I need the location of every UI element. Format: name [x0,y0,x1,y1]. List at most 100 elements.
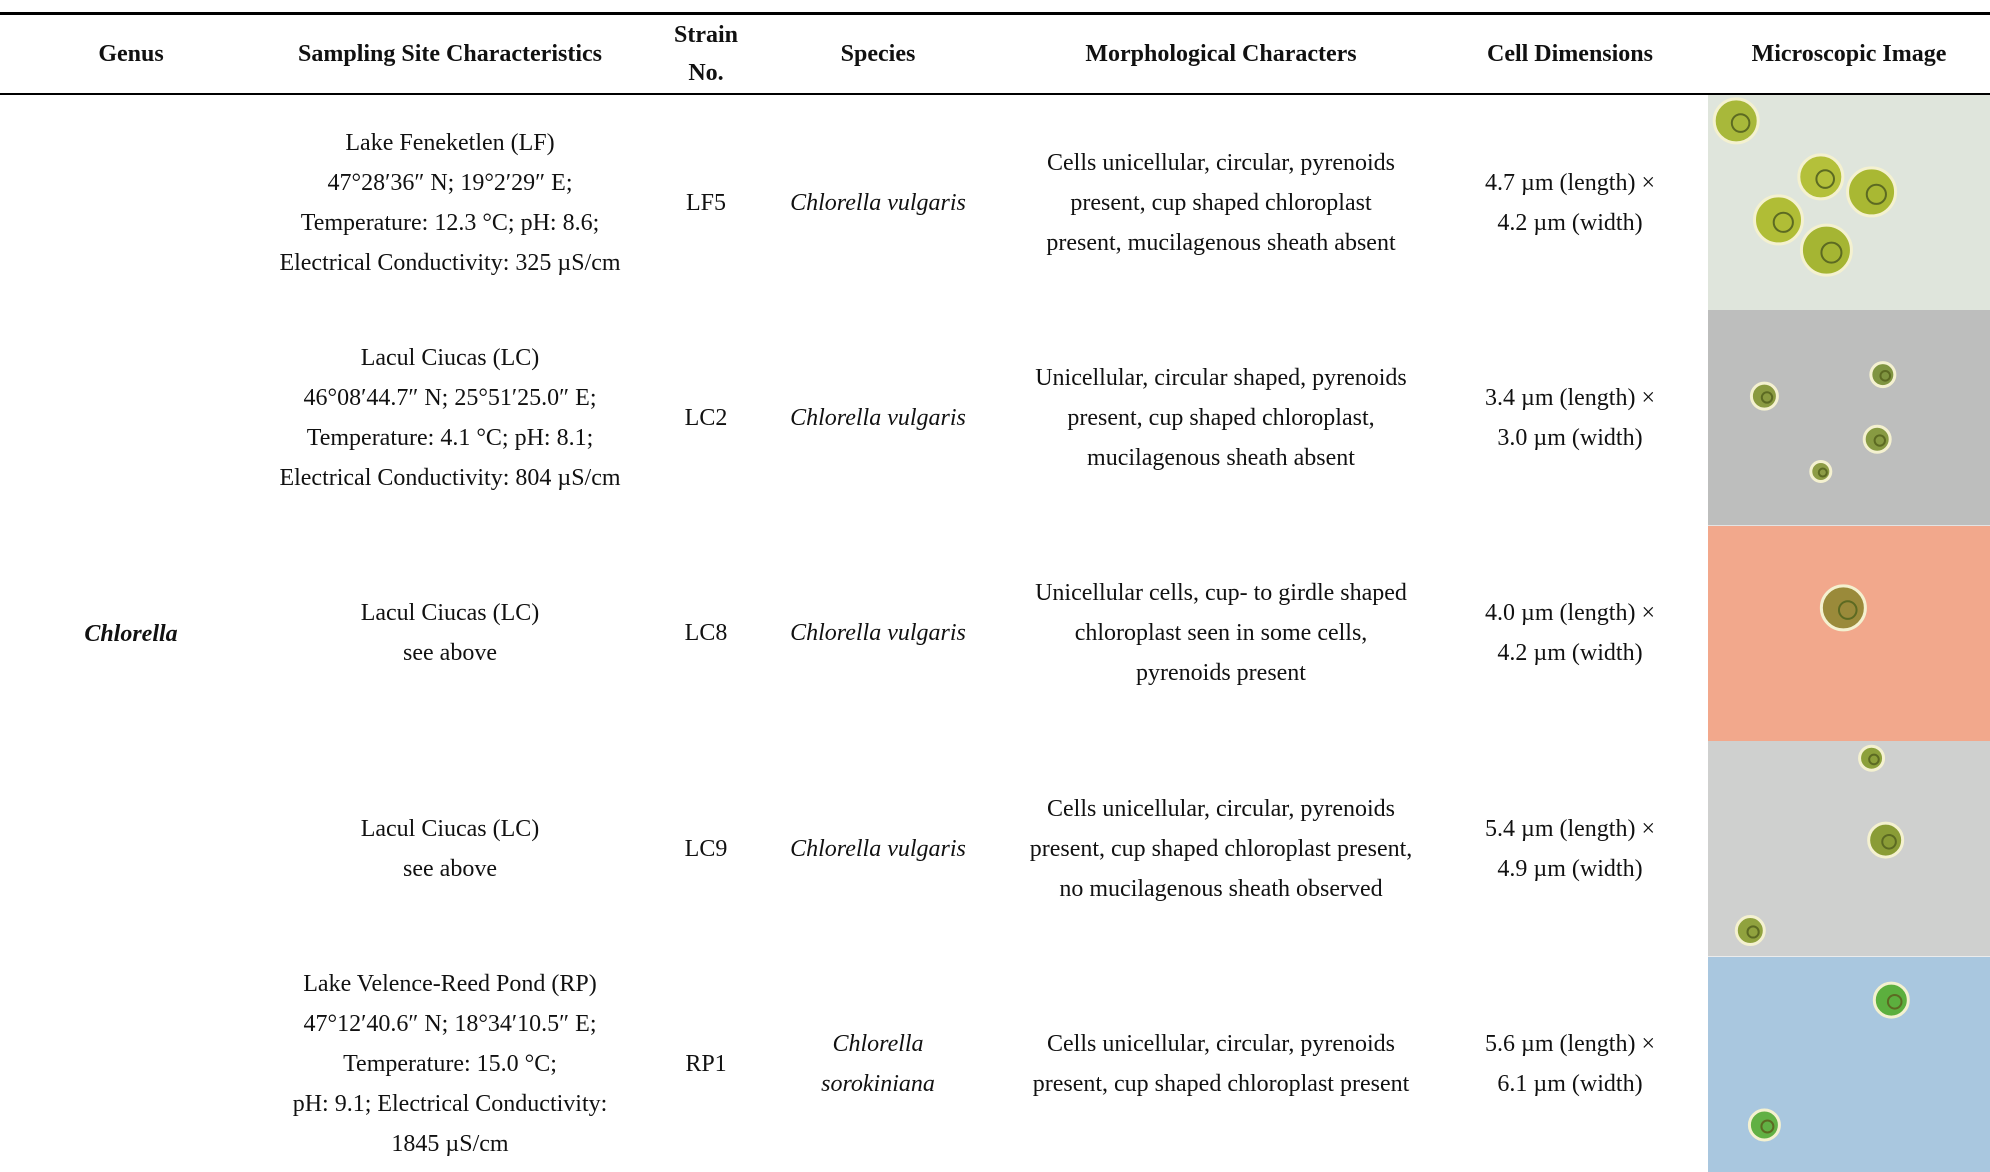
species-line: Chlorella vulgaris [790,835,966,862]
site: Lacul Ciucas (LC) see above [250,741,650,956]
morphology-line: Cells unicellular, circular, pyrenoids [1047,1031,1395,1058]
morphology-line: present, cup shaped chloroplast present [1032,1071,1410,1098]
site-line: Lake Velence-Reed Pond (RP) [303,971,597,998]
species-line: Chlorella [832,1031,924,1058]
morphology-line: Cells unicellular, circular, pyrenoids [1047,149,1395,176]
site-line: Temperature: 4.1 °C; pH: 8.1; [306,425,594,452]
dimensions: 4.7 µm (length) × 4.2 µm (width) [1455,95,1685,310]
morphology-line: no mucilagenous sheath observed [1059,875,1383,902]
dimensions: 5.6 µm (length) × 6.1 µm (width) [1455,957,1685,1172]
column-header-line: Sampling Site Characteristics [298,41,602,67]
morphology-line: Unicellular cells, cup- to girdle shaped [1035,580,1407,607]
dimensions-line: 4.0 µm (length) × [1484,600,1655,627]
site: Lacul Ciucas (LC) see above [250,526,650,741]
species-line: sorokiniana [821,1071,935,1098]
morphology-line: present, cup shaped chloroplast, [1067,405,1375,432]
site-line: Electrical Conductivity: 804 µS/cm [279,465,621,492]
column-header: Genus [11,15,251,93]
site: Lake Feneketlen (LF) 47°28′36″ N; 19°2′29… [250,95,650,310]
species-line: Chlorella vulgaris [790,189,966,216]
column-header: Morphological Characters [1001,15,1441,93]
strain-line: LC9 [684,835,728,862]
species: Chlorella vulgaris [778,95,978,310]
site-line: 1845 µS/cm [391,1131,509,1158]
species-line: Chlorella vulgaris [790,620,966,647]
column-header: Species [778,15,978,93]
strain: LC2 [651,310,761,525]
site-line: Lake Feneketlen (LF) [345,129,555,156]
morphology: Unicellular cells, cup- to girdle shaped… [1001,526,1441,741]
dimensions-line: 5.6 µm (length) × [1484,1031,1655,1058]
site-line: Temperature: 12.3 °C; pH: 8.6; [300,209,600,236]
morphology-line: present, cup shaped chloroplast [1070,189,1372,216]
morphology-line: present, cup shaped chloroplast present, [1029,835,1413,862]
site-line: Lacul Ciucas (LC) [360,815,540,842]
site-line: Lacul Ciucas (LC) [360,600,540,627]
microscopic-image [1708,956,1990,1172]
top-rule [0,12,1990,15]
site-line: Lacul Ciucas (LC) [360,345,540,372]
site-line: see above [403,640,497,667]
site-line: 47°28′36″ N; 19°2′29″ E; [327,169,573,196]
species: Chlorella sorokiniana [778,957,978,1172]
dimensions: 4.0 µm (length) × 4.2 µm (width) [1455,526,1685,741]
site: Lacul Ciucas (LC) 46°08′44.7″ N; 25°51′25… [250,310,650,525]
morphology: Unicellular, circular shaped, pyrenoids p… [1001,310,1441,525]
dimensions-line: 4.2 µm (width) [1497,640,1643,667]
morphology: Cells unicellular, circular, pyrenoids pr… [1001,741,1441,956]
strain: RP1 [651,957,761,1172]
site-line: Electrical Conductivity: 325 µS/cm [279,249,621,276]
column-header: Cell Dimensions [1455,15,1685,93]
morphology-line: pyrenoids present [1136,660,1306,687]
strain: LC9 [651,741,761,956]
column-header-line: Microscopic Image [1751,41,1947,67]
dimensions-line: 4.9 µm (width) [1497,855,1643,882]
microscopic-image [1708,310,1990,526]
morphology-line: mucilagenous sheath absent [1087,445,1355,472]
species: Chlorella vulgaris [778,741,978,956]
strain-line: LF5 [685,189,726,216]
genus: Chlorella [84,620,178,647]
strain: LC8 [651,526,761,741]
site-line: Temperature: 15.0 °C; [343,1051,557,1078]
column-header-line: Cell Dimensions [1486,41,1653,67]
dimensions: 5.4 µm (length) × 4.9 µm (width) [1455,741,1685,956]
site-line: 46°08′44.7″ N; 25°51′25.0″ E; [303,385,597,412]
dimensions: 3.4 µm (length) × 3.0 µm (width) [1455,310,1685,525]
column-header-line: Genus [98,41,164,67]
dimensions-line: 4.2 µm (width) [1497,209,1643,236]
strain-line: RP1 [685,1051,727,1078]
strain-line: LC2 [684,405,728,432]
dimensions-line: 6.1 µm (width) [1497,1071,1643,1098]
species: Chlorella vulgaris [778,526,978,741]
site-line: see above [403,855,497,882]
column-header-line: Species [840,41,916,67]
column-header: Microscopic Image [1708,15,1990,93]
site-line: pH: 9.1; Electrical Conductivity: [292,1091,608,1118]
column-header: Strain No. [651,15,761,93]
column-header-line: No. [688,60,724,86]
dimensions-line: 3.4 µm (length) × [1484,385,1655,412]
header-rule [0,93,1990,95]
species-line: Chlorella vulgaris [790,405,966,432]
morphology-line: Unicellular, circular shaped, pyrenoids [1035,365,1407,392]
column-header-line: Strain [673,22,738,48]
morphology-line: Cells unicellular, circular, pyrenoids [1047,795,1395,822]
column-header-line: Morphological Characters [1085,41,1357,67]
strain-line: LC8 [684,620,728,647]
morphology: Cells unicellular, circular, pyrenoids pr… [1001,95,1441,310]
column-header: Sampling Site Characteristics [250,15,650,93]
site: Lake Velence-Reed Pond (RP) 47°12′40.6″ N… [250,957,650,1172]
strain: LF5 [651,95,761,310]
morphology-line: chloroplast seen in some cells, [1074,620,1368,647]
morphology-line: present, mucilagenous sheath absent [1046,229,1396,256]
dimensions-line: 4.7 µm (length) × [1484,169,1655,196]
site-line: 47°12′40.6″ N; 18°34′10.5″ E; [303,1011,597,1038]
microscopic-image [1708,741,1990,957]
microscopic-image [1708,95,1990,311]
dimensions-line: 3.0 µm (width) [1497,425,1643,452]
microscopic-image [1708,525,1990,742]
morphology: Cells unicellular, circular, pyrenoids pr… [1001,957,1441,1172]
species: Chlorella vulgaris [778,310,978,525]
